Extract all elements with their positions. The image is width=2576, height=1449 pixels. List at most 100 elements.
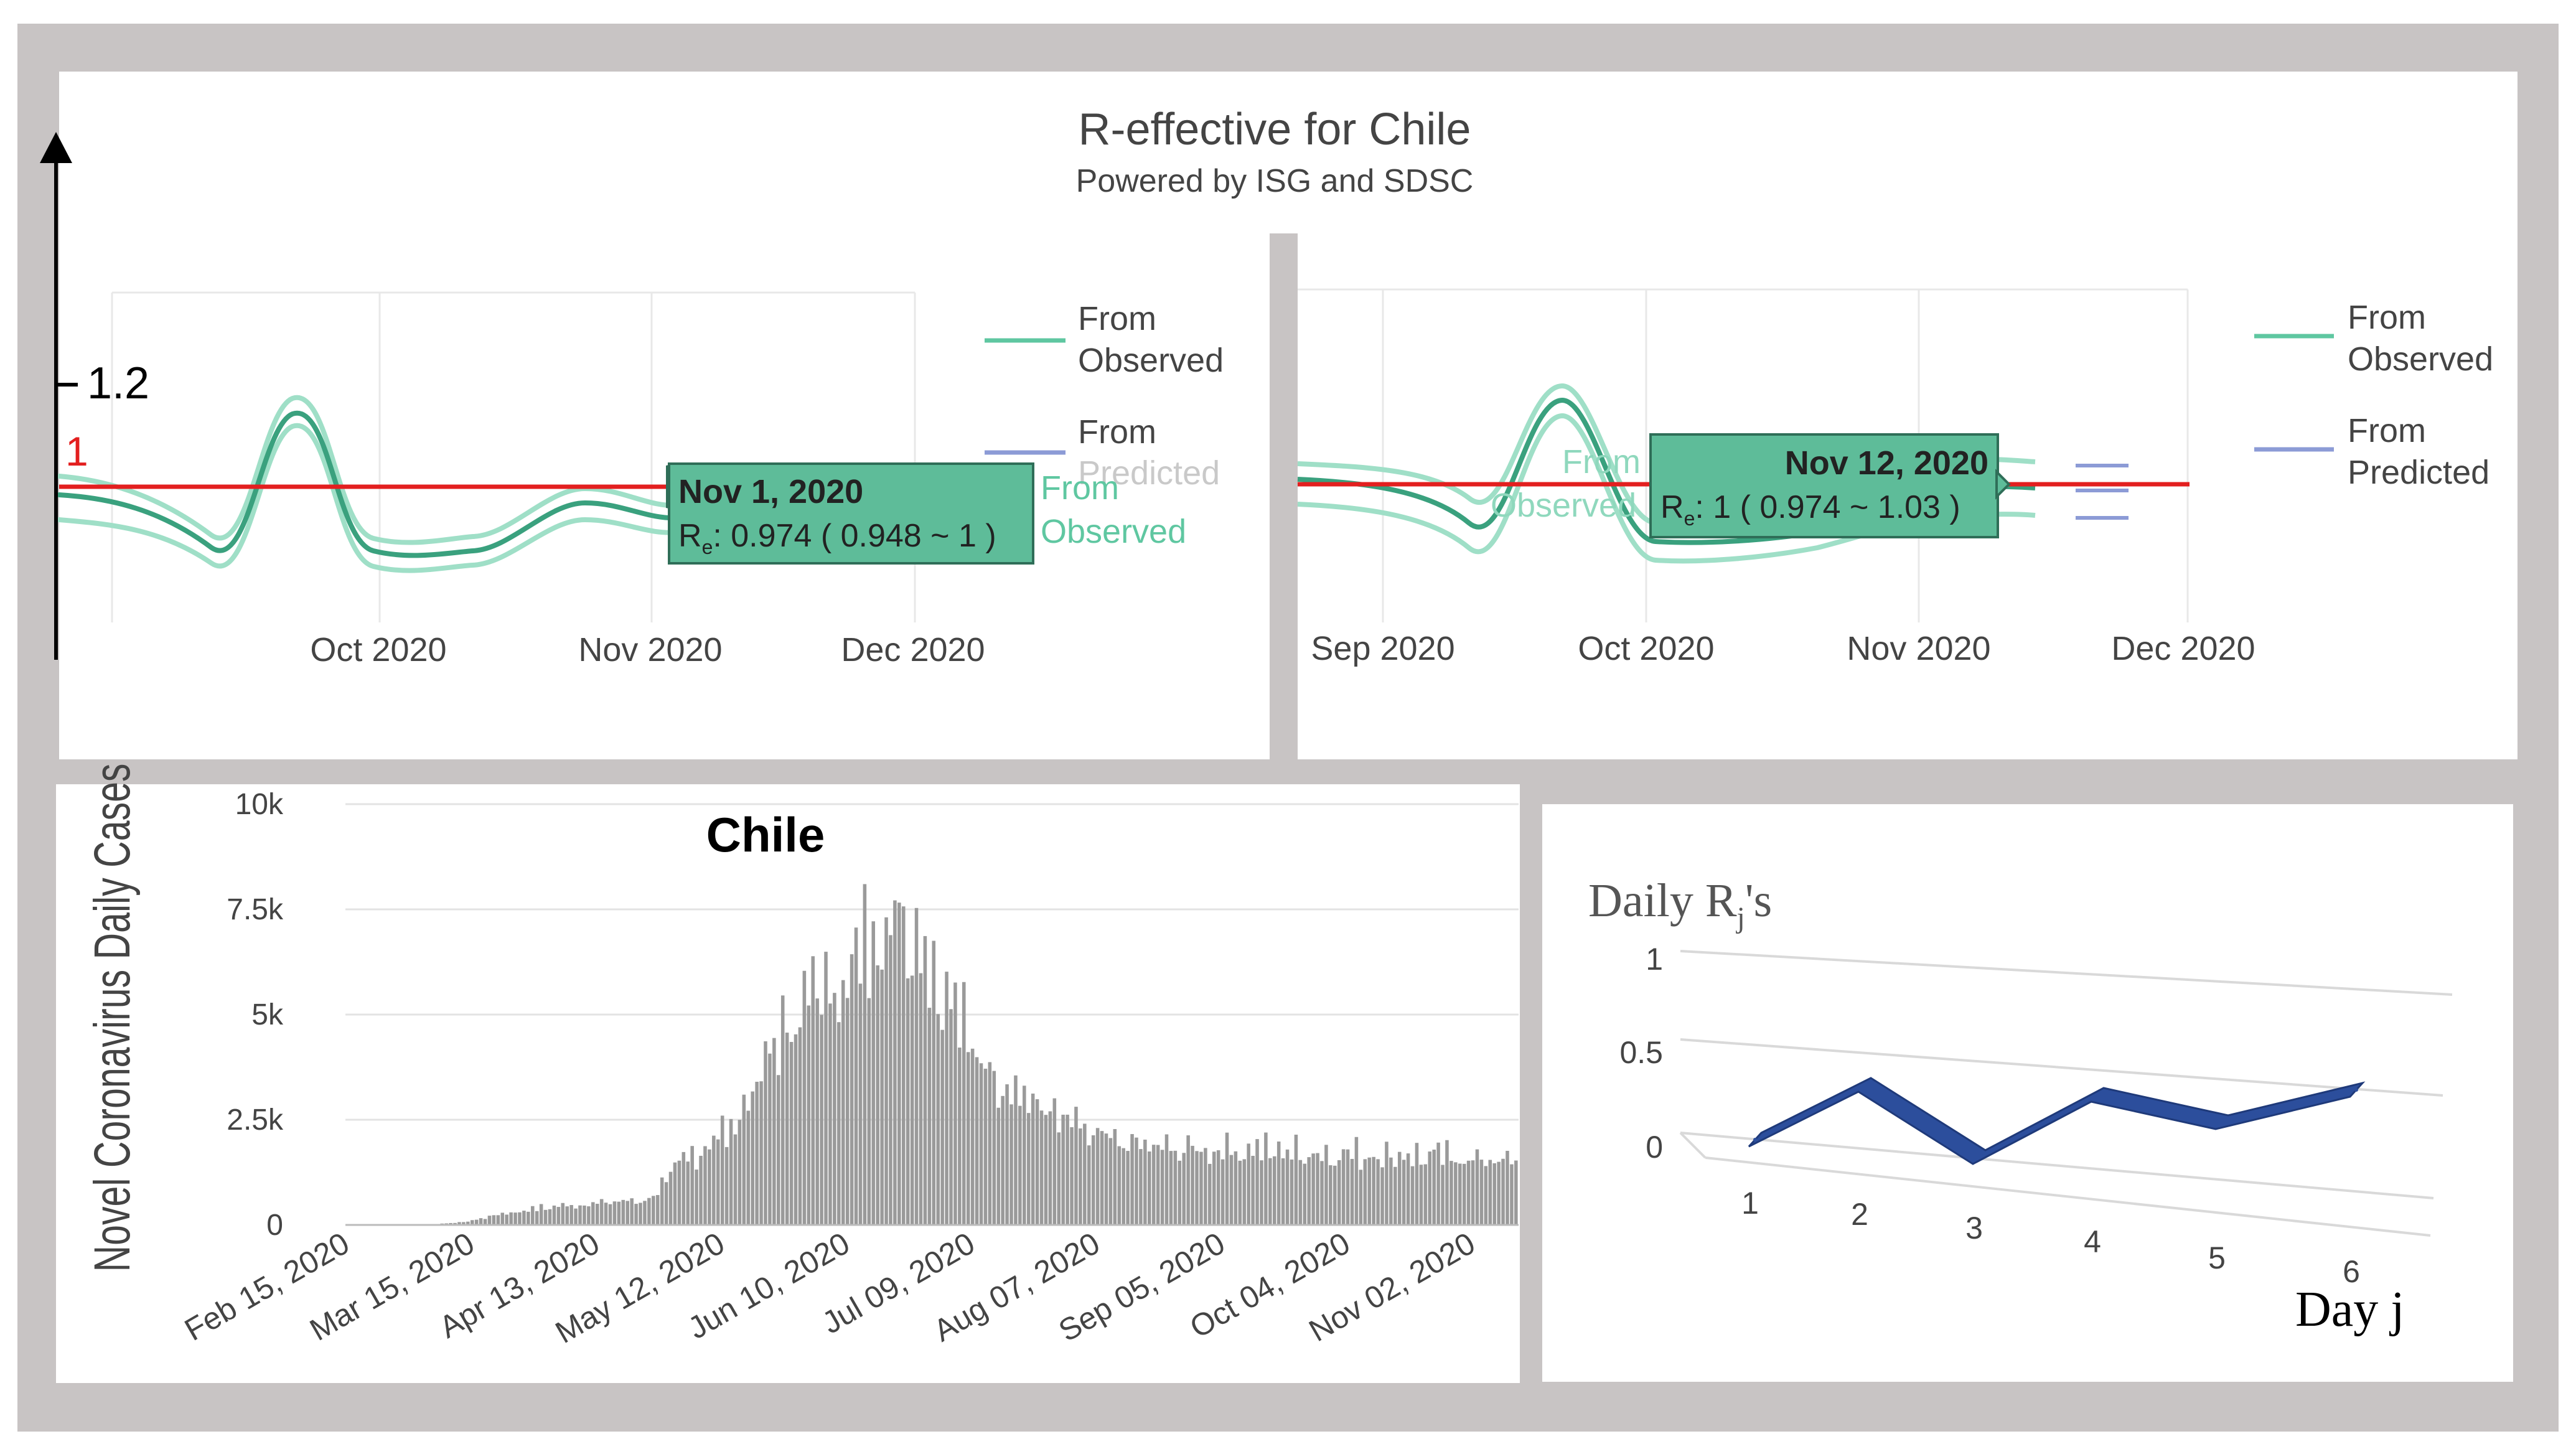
- cases-bar: [970, 1048, 975, 1225]
- cases-bar: [988, 1062, 992, 1225]
- cases-bar: [543, 1209, 548, 1225]
- cases-bar: [479, 1218, 483, 1225]
- cases-bar: [1104, 1133, 1108, 1225]
- cases-bar: [1354, 1137, 1359, 1225]
- right-legend-predicted-line1: From: [2348, 412, 2426, 449]
- cases-bar: [785, 1033, 789, 1225]
- cases-bar: [1402, 1160, 1406, 1225]
- cases-bar: [1510, 1164, 1514, 1225]
- cases-bar: [690, 1146, 694, 1225]
- cases-bar: [755, 1081, 759, 1225]
- rj-grid: [1679, 950, 2453, 1237]
- right-predicted-series: [2076, 464, 2129, 520]
- cases-bar: [1164, 1134, 1169, 1225]
- cases-bar: [561, 1203, 565, 1225]
- cases-bar: [1298, 1160, 1303, 1225]
- cases-bar: [712, 1135, 716, 1225]
- cases-bar: [466, 1221, 470, 1225]
- cases-bar: [630, 1198, 634, 1225]
- cases-y-ticks: 0 2.5k 5k 7.5k 10k: [227, 788, 284, 1242]
- right-x-tick-nov: Nov 2020: [1847, 630, 1990, 667]
- cases-bar: [923, 936, 927, 1225]
- cases-bar: [768, 1053, 772, 1225]
- cases-bar: [1095, 1128, 1100, 1225]
- right-x-tick-dec: Dec 2020: [2111, 630, 2255, 667]
- cases-bar: [927, 1008, 932, 1225]
- cases-bar: [522, 1211, 526, 1225]
- cases-bar: [1337, 1160, 1341, 1225]
- cases-bar: [1014, 1075, 1018, 1225]
- rj-y-tick-label: 0: [1646, 1130, 1663, 1165]
- cases-bar: [1156, 1145, 1160, 1225]
- cases-bar: [945, 972, 948, 1225]
- left-legend-predicted-line2: Predicted: [1078, 454, 1220, 492]
- cases-bar: [548, 1209, 552, 1225]
- cases-bar: [1122, 1148, 1125, 1225]
- cases-bar: [668, 1171, 673, 1225]
- rj-x-ticks: 1 2 3 4 5 6: [1741, 1186, 2360, 1289]
- cases-y-tick-label: 5k: [251, 998, 284, 1031]
- cases-bar: [1329, 1165, 1332, 1225]
- cases-bar: [1397, 1151, 1402, 1225]
- rj-point: [2220, 1120, 2224, 1124]
- cases-bar: [841, 980, 845, 1225]
- cases-bar: [889, 935, 892, 1225]
- cases-bar: [979, 1063, 983, 1225]
- right-x-tick-oct: Oct 2020: [1578, 630, 1714, 667]
- cases-bar: [1083, 1123, 1087, 1225]
- cases-bar: [1445, 1140, 1449, 1225]
- left-upper-band: [57, 395, 681, 545]
- cases-bar: [1247, 1143, 1250, 1225]
- rj-x-tick-label: 4: [2084, 1224, 2101, 1259]
- cases-bar: [612, 1201, 617, 1225]
- cases-bar: [574, 1208, 578, 1225]
- cases-bar: [1079, 1128, 1082, 1225]
- left-legend-observed-line1: From: [1078, 300, 1156, 337]
- cases-bar: [1458, 1163, 1462, 1225]
- cases-bar: [699, 1155, 703, 1225]
- cases-bar: [1023, 1086, 1026, 1225]
- chart-title: R-effective for Chile: [1079, 105, 1471, 154]
- rj-ribbon: [1748, 1077, 2366, 1165]
- cases-bar: [1492, 1163, 1496, 1225]
- cases-bar: [595, 1204, 599, 1225]
- cases-bar: [647, 1198, 651, 1225]
- cases-bar: [914, 907, 919, 1225]
- cases-bar: [673, 1162, 677, 1225]
- cases-bar: [1191, 1145, 1194, 1225]
- cases-bar: [664, 1182, 668, 1225]
- cases-bar: [1117, 1146, 1122, 1225]
- cases-bar: [552, 1205, 556, 1225]
- cases-bar: [625, 1201, 629, 1225]
- cases-bar: [992, 1071, 996, 1225]
- panel-gap: [1270, 233, 1298, 759]
- cases-bar: [871, 921, 876, 1225]
- cases-bar: [1506, 1150, 1509, 1225]
- cases-bar: [780, 995, 785, 1225]
- left-x-tick-nov: Nov 2020: [578, 631, 722, 668]
- cases-bar: [1242, 1159, 1247, 1225]
- cases-bar: [496, 1215, 500, 1225]
- cases-bar: [1488, 1160, 1492, 1225]
- cases-bar: [919, 973, 923, 1225]
- cases-bar: [1281, 1158, 1285, 1225]
- right-overlay-label-line1: From: [1562, 443, 1641, 481]
- cases-bar: [1260, 1160, 1263, 1225]
- cases-bar: [578, 1205, 582, 1225]
- cases-bar: [470, 1220, 474, 1225]
- cases-bar: [457, 1222, 461, 1225]
- cases-bar: [1475, 1149, 1479, 1225]
- cases-bar: [936, 1014, 940, 1225]
- left-tooltip-date: Nov 1, 2020: [678, 473, 863, 510]
- cases-bar: [1406, 1153, 1410, 1225]
- left-overlay-label-line1: From: [1041, 469, 1119, 507]
- cases-bar: [681, 1151, 686, 1225]
- cases-bar: [565, 1206, 569, 1225]
- cases-bar: [733, 1134, 738, 1225]
- cases-bar: [1393, 1166, 1397, 1225]
- cases-bar: [1048, 1111, 1052, 1225]
- right-grid: [1298, 288, 2189, 622]
- cases-bar: [505, 1214, 508, 1225]
- right-tooltip: Nov 12, 2020 Re: 1 ( 0.974 ~ 1.03 ): [1649, 433, 2011, 538]
- cases-bar: [531, 1206, 535, 1225]
